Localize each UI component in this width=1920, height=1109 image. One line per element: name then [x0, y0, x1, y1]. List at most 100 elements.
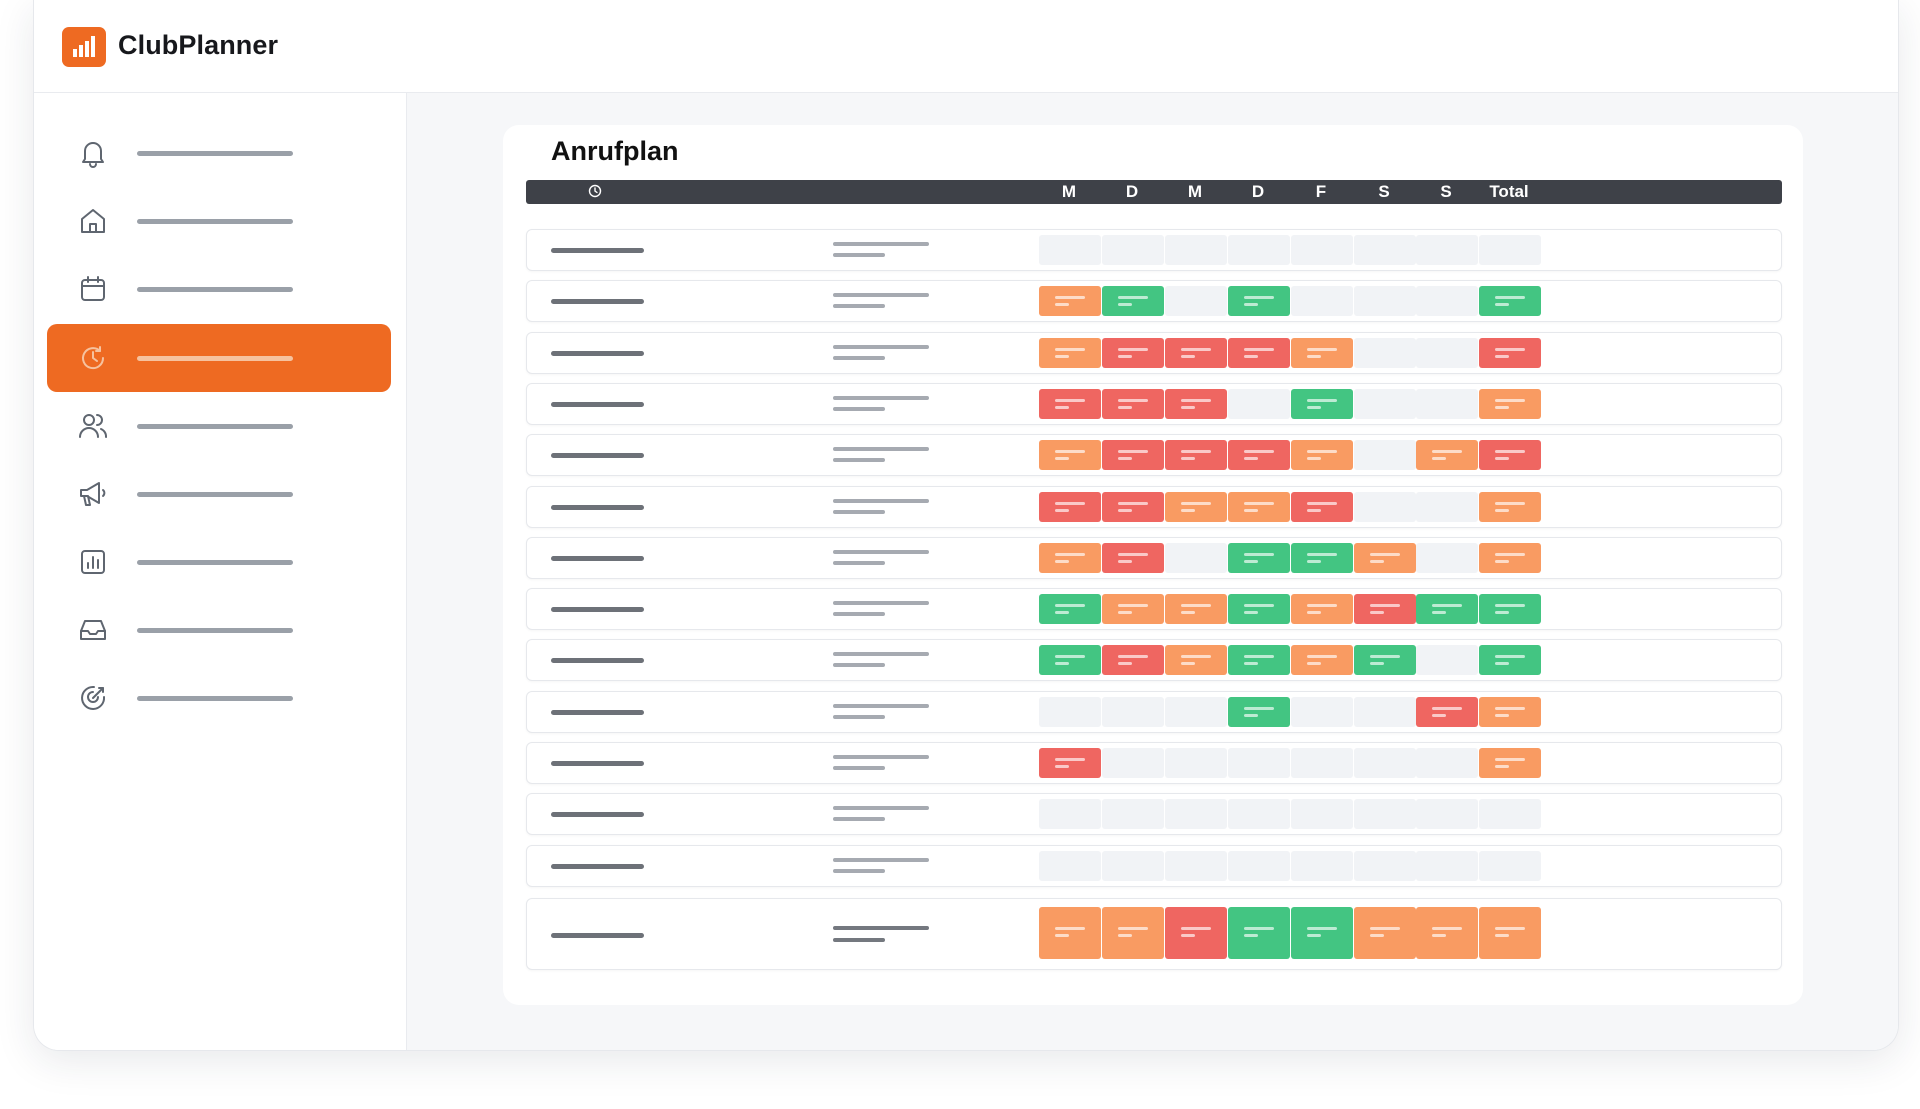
schedule-cell-day-total[interactable]	[1479, 286, 1541, 317]
schedule-cell-day-wed[interactable]	[1165, 388, 1227, 419]
schedule-cell-day-total[interactable]	[1479, 748, 1541, 778]
schedule-cell-day-fri[interactable]	[1291, 440, 1353, 471]
table-row[interactable]	[526, 588, 1782, 631]
schedule-cell-day-fri[interactable]	[1291, 491, 1353, 522]
schedule-cell-day-fri[interactable]	[1291, 850, 1353, 881]
schedule-cell-day-mon[interactable]	[1039, 440, 1101, 471]
schedule-cell-day-sat[interactable]	[1354, 594, 1416, 625]
schedule-cell-day-fri[interactable]	[1291, 696, 1353, 727]
schedule-cell-day-tue[interactable]	[1102, 594, 1164, 625]
schedule-cell-day-sat[interactable]	[1354, 907, 1416, 959]
schedule-cell-day-tue[interactable]	[1102, 388, 1164, 419]
schedule-cell-day-sun[interactable]	[1416, 491, 1478, 522]
schedule-cell-day-total[interactable]	[1479, 799, 1541, 830]
schedule-cell-day-wed[interactable]	[1165, 286, 1227, 317]
schedule-cell-day-mon[interactable]	[1039, 388, 1101, 419]
schedule-cell-day-thu[interactable]	[1228, 337, 1290, 368]
schedule-cell-day-thu[interactable]	[1228, 850, 1290, 881]
schedule-cell-day-sat[interactable]	[1354, 440, 1416, 471]
schedule-cell-day-tue[interactable]	[1102, 235, 1164, 265]
schedule-cell-day-wed[interactable]	[1165, 907, 1227, 959]
schedule-cell-day-thu[interactable]	[1228, 799, 1290, 830]
schedule-cell-day-tue[interactable]	[1102, 491, 1164, 522]
summary-row[interactable]	[526, 898, 1782, 970]
schedule-cell-day-sun[interactable]	[1416, 440, 1478, 471]
schedule-cell-day-total[interactable]	[1479, 235, 1541, 265]
schedule-cell-day-total[interactable]	[1479, 907, 1541, 959]
schedule-cell-day-fri[interactable]	[1291, 337, 1353, 368]
schedule-cell-day-sat[interactable]	[1354, 286, 1416, 317]
schedule-cell-day-total[interactable]	[1479, 388, 1541, 419]
table-row[interactable]	[526, 690, 1782, 733]
table-row[interactable]	[526, 844, 1782, 887]
schedule-cell-day-total[interactable]	[1479, 696, 1541, 727]
sidebar-item-reports[interactable]	[47, 528, 391, 596]
schedule-cell-day-fri[interactable]	[1291, 907, 1353, 959]
schedule-cell-day-sun[interactable]	[1416, 542, 1478, 573]
schedule-cell-day-mon[interactable]	[1039, 491, 1101, 522]
schedule-cell-day-sun[interactable]	[1416, 235, 1478, 265]
schedule-cell-day-mon[interactable]	[1039, 748, 1101, 778]
schedule-cell-day-thu[interactable]	[1228, 388, 1290, 419]
schedule-cell-day-fri[interactable]	[1291, 594, 1353, 625]
schedule-cell-day-total[interactable]	[1479, 440, 1541, 471]
schedule-cell-day-sat[interactable]	[1354, 542, 1416, 573]
schedule-cell-day-mon[interactable]	[1039, 850, 1101, 881]
schedule-cell-day-total[interactable]	[1479, 594, 1541, 625]
schedule-cell-day-mon[interactable]	[1039, 337, 1101, 368]
schedule-cell-day-sun[interactable]	[1416, 907, 1478, 959]
schedule-cell-day-total[interactable]	[1479, 645, 1541, 676]
schedule-cell-day-wed[interactable]	[1165, 748, 1227, 778]
schedule-cell-day-thu[interactable]	[1228, 286, 1290, 317]
schedule-cell-day-sun[interactable]	[1416, 645, 1478, 676]
schedule-cell-day-thu[interactable]	[1228, 748, 1290, 778]
schedule-cell-day-thu[interactable]	[1228, 542, 1290, 573]
schedule-cell-day-tue[interactable]	[1102, 440, 1164, 471]
schedule-cell-day-tue[interactable]	[1102, 286, 1164, 317]
schedule-cell-day-sat[interactable]	[1354, 235, 1416, 265]
schedule-cell-day-mon[interactable]	[1039, 696, 1101, 727]
table-row[interactable]	[526, 382, 1782, 425]
schedule-cell-day-wed[interactable]	[1165, 850, 1227, 881]
schedule-cell-day-wed[interactable]	[1165, 696, 1227, 727]
schedule-cell-day-mon[interactable]	[1039, 645, 1101, 676]
schedule-cell-day-sat[interactable]	[1354, 850, 1416, 881]
schedule-cell-day-mon[interactable]	[1039, 594, 1101, 625]
table-row[interactable]	[526, 639, 1782, 682]
schedule-cell-day-wed[interactable]	[1165, 440, 1227, 471]
schedule-cell-day-sat[interactable]	[1354, 645, 1416, 676]
sidebar-item-calendar[interactable]	[47, 255, 391, 323]
schedule-cell-day-sun[interactable]	[1416, 337, 1478, 368]
schedule-cell-day-sat[interactable]	[1354, 799, 1416, 830]
schedule-cell-day-sun[interactable]	[1416, 594, 1478, 625]
schedule-cell-day-thu[interactable]	[1228, 235, 1290, 265]
schedule-cell-day-tue[interactable]	[1102, 850, 1164, 881]
sidebar-item-home[interactable]	[47, 187, 391, 255]
schedule-cell-day-wed[interactable]	[1165, 645, 1227, 676]
table-row[interactable]	[526, 229, 1782, 271]
table-row[interactable]	[526, 485, 1782, 528]
table-row[interactable]	[526, 742, 1782, 784]
schedule-cell-day-thu[interactable]	[1228, 440, 1290, 471]
schedule-cell-day-fri[interactable]	[1291, 748, 1353, 778]
schedule-cell-day-tue[interactable]	[1102, 799, 1164, 830]
schedule-cell-day-total[interactable]	[1479, 337, 1541, 368]
schedule-cell-day-mon[interactable]	[1039, 907, 1101, 959]
schedule-cell-day-thu[interactable]	[1228, 645, 1290, 676]
sidebar-item-members[interactable]	[47, 392, 391, 460]
schedule-cell-day-wed[interactable]	[1165, 799, 1227, 830]
schedule-cell-day-wed[interactable]	[1165, 594, 1227, 625]
schedule-cell-day-fri[interactable]	[1291, 286, 1353, 317]
schedule-cell-day-thu[interactable]	[1228, 907, 1290, 959]
schedule-cell-day-tue[interactable]	[1102, 907, 1164, 959]
table-row[interactable]	[526, 536, 1782, 579]
table-row[interactable]	[526, 280, 1782, 323]
sidebar-item-notifications[interactable]	[47, 119, 391, 187]
schedule-cell-day-sat[interactable]	[1354, 337, 1416, 368]
schedule-cell-day-wed[interactable]	[1165, 337, 1227, 368]
schedule-cell-day-fri[interactable]	[1291, 799, 1353, 830]
table-row[interactable]	[526, 331, 1782, 374]
schedule-cell-day-sun[interactable]	[1416, 286, 1478, 317]
schedule-cell-day-fri[interactable]	[1291, 645, 1353, 676]
table-row[interactable]	[526, 434, 1782, 477]
